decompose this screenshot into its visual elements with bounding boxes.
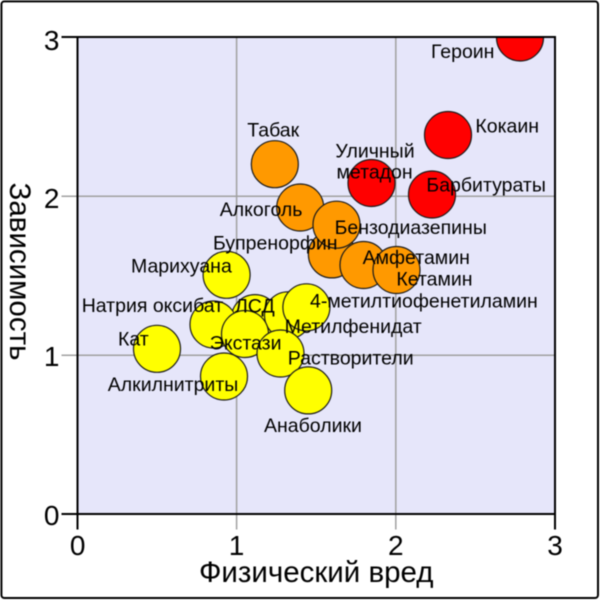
svg-text:3: 3 [547, 530, 563, 561]
svg-text:2: 2 [44, 183, 60, 214]
svg-text:0: 0 [44, 500, 60, 531]
svg-text:2: 2 [388, 530, 404, 561]
svg-text:Героин: Героин [431, 41, 494, 63]
svg-text:Экстази: Экстази [210, 332, 282, 354]
svg-text:1: 1 [44, 341, 60, 372]
svg-text:0: 0 [70, 530, 86, 561]
svg-text:ЛСД: ЛСД [235, 296, 275, 318]
svg-text:Метилфенидат: Метилфенидат [285, 316, 422, 338]
svg-text:Натрия оксибат: Натрия оксибат [82, 295, 224, 317]
svg-text:Амфетамин: Амфетамин [363, 247, 470, 269]
svg-text:Кокаин: Кокаин [475, 116, 539, 138]
svg-text:Уличный: Уличный [335, 141, 414, 163]
svg-text:метадон: метадон [337, 161, 413, 183]
svg-text:Кат: Кат [118, 329, 149, 351]
svg-text:Алкоголь: Алкоголь [220, 199, 303, 221]
svg-text:Кетамин: Кетамин [396, 269, 472, 291]
svg-text:Растворители: Растворители [288, 347, 414, 369]
svg-text:Бензодиазепины: Бензодиазепины [335, 217, 487, 239]
svg-text:1: 1 [229, 530, 245, 561]
svg-text:Физический вред: Физический вред [199, 556, 434, 589]
svg-text:3: 3 [44, 25, 60, 56]
svg-text:Барбитураты: Барбитураты [426, 174, 545, 196]
svg-text:Зависимость: Зависимость [3, 183, 36, 361]
svg-text:Анаболики: Анаболики [264, 415, 362, 437]
svg-text:Табак: Табак [247, 120, 299, 142]
svg-text:Бупренорфин: Бупренорфин [213, 233, 338, 255]
svg-text:Марихуана: Марихуана [131, 256, 232, 278]
svg-text:4-метилтиофенетиламин: 4-метилтиофенетиламин [310, 291, 538, 313]
svg-text:Алкилнитриты: Алкилнитриты [108, 374, 238, 396]
